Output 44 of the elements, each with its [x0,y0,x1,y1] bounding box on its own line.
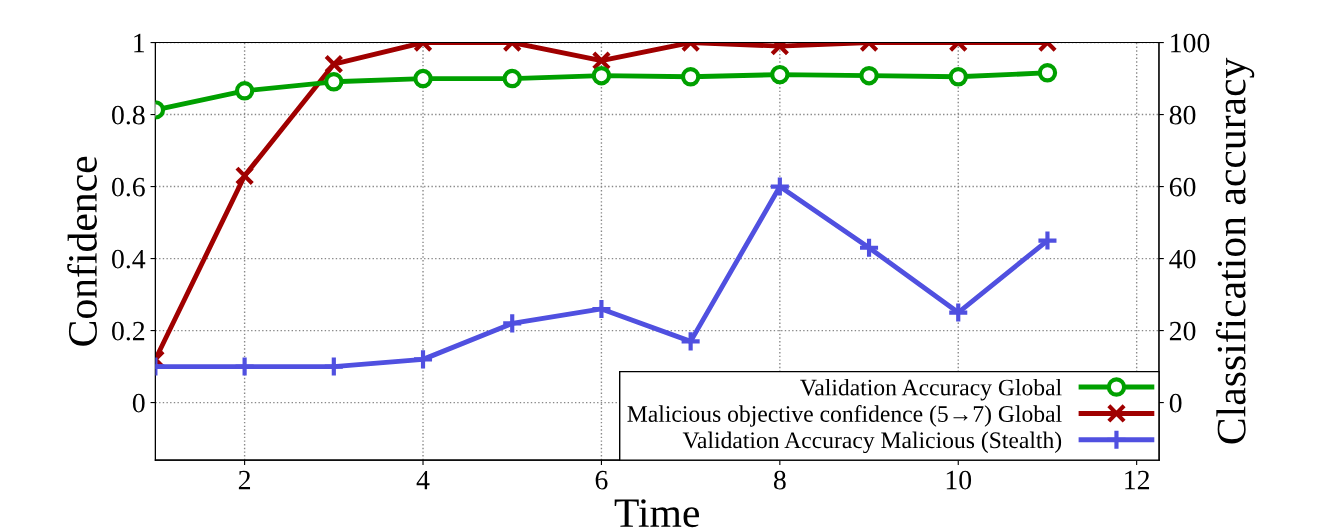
y-tick-label: 1 [134,33,145,53]
point [411,348,435,371]
y2-tick-label: 40 [1169,249,1196,269]
point [233,355,256,378]
y2-tick-label: 0 [1169,393,1182,413]
x-tick-label: 2 [238,470,251,490]
point [322,355,345,378]
y-tick-label: 0.6 [112,177,145,197]
point [591,65,612,86]
x-tick-label: 10 [946,470,972,490]
point [948,67,968,87]
point [501,312,524,335]
point [680,67,701,87]
point [859,65,879,86]
y-axis-title: Confidence [67,156,97,346]
point [857,236,881,259]
y2-tick-label: 100 [1171,33,1210,53]
x-axis-title: Time [614,499,699,528]
y2-tick-label: 60 [1169,177,1196,197]
legend-label: Validation Accuracy Malicious (Stealth) [682,431,1062,454]
legend-label: Malicious objective confidence (5→7) Global [627,405,1062,427]
point [234,81,255,101]
y-tick-label: 0.4 [112,249,146,269]
x-tick-label: 4 [416,470,430,490]
x-tick-label: 6 [595,470,608,490]
x-tick-label: 8 [773,470,786,490]
point [502,68,522,89]
point [324,72,344,92]
x-tick-label: 12 [1125,470,1150,490]
y2-tick-label: 80 [1169,105,1196,125]
y2-tick-label: 20 [1169,321,1196,341]
legend-label: Validation Accuracy Global [800,378,1062,401]
y-tick-label: 0.8 [112,105,145,125]
point [413,68,433,89]
y2-axis-title: Classification accuracy [1215,57,1255,444]
point [768,175,791,198]
point [679,330,702,353]
y-tick-label: 0 [132,393,145,413]
point [770,64,790,85]
point [590,297,613,321]
point [947,301,970,324]
point [1036,229,1059,252]
y-tick-label: 0.2 [112,321,145,341]
point [1037,63,1058,83]
